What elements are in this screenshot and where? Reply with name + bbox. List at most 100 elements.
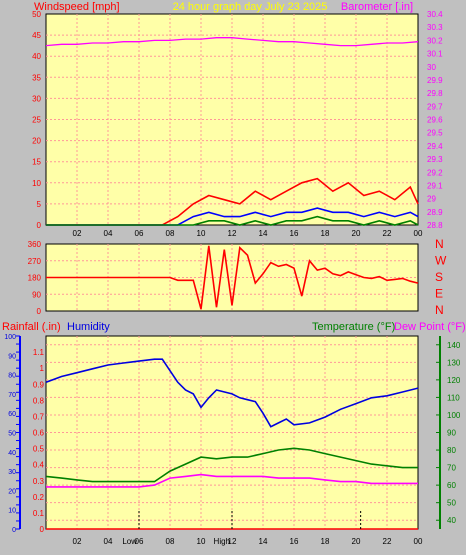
temperature-tick-label: 40: [447, 516, 456, 525]
temp-x-tick-label: 06: [135, 537, 144, 546]
temperature-tick-label: 100: [447, 411, 461, 420]
wind-x-tick-label: 16: [290, 229, 299, 238]
temperature-tick-label: 110: [447, 393, 460, 402]
wind-y-tick-label: 35: [32, 73, 41, 82]
humidity-y-axis: 0 10 20 30 40 50 60 70 80 90 100: [4, 334, 16, 534]
rainfall-axis-label: Rainfall (.in): [2, 321, 61, 333]
wind-x-tick-label: 22: [383, 229, 392, 238]
barometer-y-tick-label: 30.2: [427, 36, 443, 45]
direction-y-tick-label: 360: [28, 240, 42, 249]
barometer-y-tick-label: 28.8: [427, 221, 443, 230]
barometer-y-tick-label: 29.7: [427, 102, 443, 111]
rainfall-tick-label: 0.2: [33, 493, 45, 502]
temp-x-tick-label: 04: [104, 537, 113, 546]
rainfall-tick-label: 0.4: [33, 461, 45, 470]
barometer-y-tick-label: 30.3: [427, 23, 443, 32]
rainfall-tick-label: 0.3: [33, 477, 45, 486]
wind-y-tick-label: 40: [32, 52, 41, 61]
graph-title: 24 hour graph day July 23 2025: [173, 1, 328, 13]
compass-label: N: [435, 303, 444, 317]
tide-marker-label: Low: [122, 537, 137, 546]
temperature-tick-label: 130: [447, 358, 461, 367]
humidity-tick-label: 70: [8, 392, 16, 399]
tide-marker-label: High: [214, 537, 230, 546]
wind-x-axis: 02 04 06 08 10 12 14 16 18 20 22 00: [73, 229, 423, 238]
dew_point-line: [46, 473, 418, 488]
barometer-y-tick-label: 30.1: [427, 50, 443, 59]
barometer-y-tick-label: 29.2: [427, 168, 443, 177]
humidity-axis-label: Humidity: [67, 321, 110, 333]
temp-x-tick-label: 18: [321, 537, 330, 546]
wind-x-tick-label: 20: [352, 229, 361, 238]
temperature-tick-label: 120: [447, 376, 461, 385]
temperature-tick-label: 90: [447, 429, 456, 438]
humidity-tick-label: 20: [8, 488, 16, 495]
temperature-tick-label: 60: [447, 481, 456, 490]
barometer-y-tick-label: 29.5: [427, 129, 443, 138]
temp-x-axis: 02 04 06 08 10 12 14 16 18 20 22 00: [73, 537, 423, 546]
temperature-line: [45, 447, 418, 483]
barometer-y-tick-label: 29.6: [427, 116, 443, 125]
direction-y-tick-label: 0: [37, 307, 42, 316]
direction-y-axis: 0 90 180 270 360: [28, 240, 42, 316]
direction-series: [46, 245, 419, 310]
temp-grid: [46, 336, 418, 529]
temp-x-tick-label: 22: [383, 537, 392, 546]
temp-x-tick-label: 08: [166, 537, 175, 546]
wind-y-tick-label: 30: [32, 94, 41, 103]
temp-x-tick-label: 12: [228, 537, 237, 546]
temperature-tick-label: 80: [447, 446, 456, 455]
compass-label: W: [435, 254, 447, 268]
wind-y-tick-label: 10: [32, 179, 41, 188]
compass-label: N: [435, 237, 444, 251]
wind-x-tick-label: 18: [321, 229, 330, 238]
wind-x-tick-label: 10: [197, 229, 206, 238]
wind-series: [45, 37, 419, 226]
wind_gust-line: [46, 177, 419, 226]
barometer-y-tick-label: 29.3: [427, 155, 443, 164]
rainfall-tick-label: 0: [40, 525, 45, 534]
wind-y-tick-label: 5: [37, 200, 42, 209]
direction-y-tick-label: 90: [32, 290, 41, 299]
rainfall-tick-label: 0.1: [33, 509, 45, 518]
humidity-tick-label: 0: [12, 527, 16, 534]
rainfall-tick-label: 0.8: [33, 396, 45, 405]
humidity-tick-label: 40: [8, 450, 16, 457]
barometer-y-tick-label: 29.9: [427, 76, 443, 85]
temp-x-tick-label: 14: [259, 537, 268, 546]
humidity-line: [45, 358, 419, 428]
temperature-tick-label: 70: [447, 464, 456, 473]
dew-point-axis-label: Dew Point (°F): [394, 321, 466, 333]
barometer-y-tick-label: 29: [427, 195, 436, 204]
wind-x-tick-label: 02: [73, 229, 82, 238]
rainfall-tick-label: 1.1: [33, 348, 45, 357]
humidity-tick-label: 80: [8, 373, 16, 380]
wind_low-line: [46, 215, 419, 226]
temperature-y-axis: 40 50 60 70 80 90 100 110 120 130 140: [436, 336, 461, 529]
compass-label: E: [435, 287, 443, 301]
wind-y-tick-label: 0: [37, 221, 42, 230]
humidity-tick-label: 10: [8, 508, 16, 515]
wind-y-tick-label: 45: [32, 31, 41, 40]
wind-y-tick-label: 15: [32, 158, 41, 167]
temp-x-tick-label: 10: [197, 537, 206, 546]
barometer-line: [45, 37, 419, 47]
wind-y-axis: 0 5 10 15 20 25 30 35 40 45 50: [32, 10, 41, 230]
direction-y-tick-label: 180: [28, 274, 42, 283]
barometer-y-tick-label: 29.1: [427, 181, 443, 190]
wind-x-tick-label: 04: [104, 229, 113, 238]
temperature-humidity-panel: 0 0.1 0.2 0.3 0.4 0.5 0.6 0.7 0.8 0.9 1 1.1 0 10 20 30…: [4, 334, 461, 546]
temperature-tick-label: 140: [447, 341, 461, 350]
barometer-y-tick-label: 30.4: [427, 10, 443, 19]
temp-x-tick-label: 00: [414, 537, 423, 546]
windspeed-axis-label: Windspeed [mph]: [34, 1, 120, 13]
temperature-axis-label: Temperature (°F): [312, 321, 395, 333]
temperature-tick-label: 50: [447, 499, 456, 508]
wind-x-tick-label: 08: [166, 229, 175, 238]
temp-x-tick-label: 02: [73, 537, 82, 546]
rainfall-tick-label: 1: [40, 364, 45, 373]
